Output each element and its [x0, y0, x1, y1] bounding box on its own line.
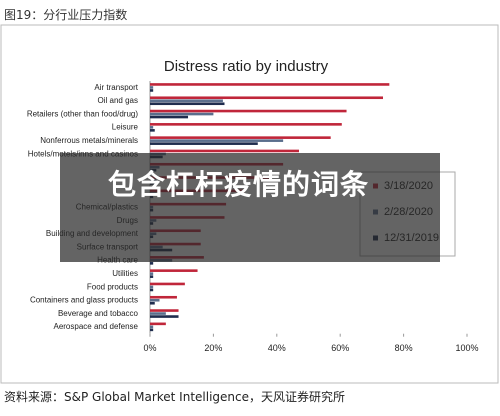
bar [150, 312, 166, 315]
bar [150, 142, 258, 145]
bar [150, 149, 299, 153]
bar [150, 285, 154, 289]
bar [150, 139, 284, 142]
bar [150, 298, 160, 302]
x-tick-label: 0% [143, 343, 156, 353]
x-tick-label: 60% [331, 343, 349, 353]
bar [150, 112, 214, 116]
y-tick-label: Air transport [94, 83, 138, 92]
bar [150, 99, 223, 103]
bar [150, 96, 383, 100]
y-tick-label: Nonferrous metals/minerals [40, 136, 138, 145]
bar [150, 115, 189, 119]
bar [150, 123, 342, 126]
bar [150, 102, 225, 106]
bar [150, 272, 154, 275]
bar [150, 322, 166, 326]
bar [150, 136, 331, 139]
y-tick-label: Beverage and tobacco [58, 309, 139, 318]
bar [150, 328, 154, 332]
chart-title: Distress ratio by industry [164, 58, 329, 75]
bar [150, 83, 390, 86]
bar [150, 269, 198, 272]
bar [150, 315, 179, 318]
bar [150, 89, 154, 92]
source-note: 资料来源：S&P Global Market Intelligence，天风证券… [4, 390, 346, 404]
y-tick-label: Oil and gas [98, 96, 138, 105]
bar [150, 309, 179, 312]
x-tick-label: 100% [455, 343, 478, 353]
y-tick-label: Utilities [112, 269, 138, 278]
bar [150, 282, 185, 286]
page-title: 图19：分行业压力指数 [4, 8, 128, 22]
bar [150, 275, 154, 278]
x-tick-label: 40% [268, 343, 286, 353]
chart-frame [0, 24, 499, 384]
bar [150, 262, 154, 265]
bar [150, 129, 155, 132]
bar [150, 295, 177, 299]
bar [150, 301, 155, 305]
bar [150, 126, 154, 129]
y-tick-label: Containers and glass products [30, 296, 138, 305]
bar [150, 288, 154, 292]
bar [150, 325, 154, 329]
x-tick-label: 80% [395, 343, 413, 353]
bar [150, 86, 154, 89]
y-tick-label: Food products [87, 282, 138, 291]
x-tick-label: 20% [204, 343, 222, 353]
bar [150, 109, 347, 113]
y-tick-label: Aerospace and defense [53, 322, 138, 331]
y-tick-label: Retailers (other than food/drug) [27, 109, 139, 118]
y-tick-label: Leisure [112, 123, 139, 132]
overlay-banner: 包含杠杆疫情的词条 [60, 153, 440, 262]
